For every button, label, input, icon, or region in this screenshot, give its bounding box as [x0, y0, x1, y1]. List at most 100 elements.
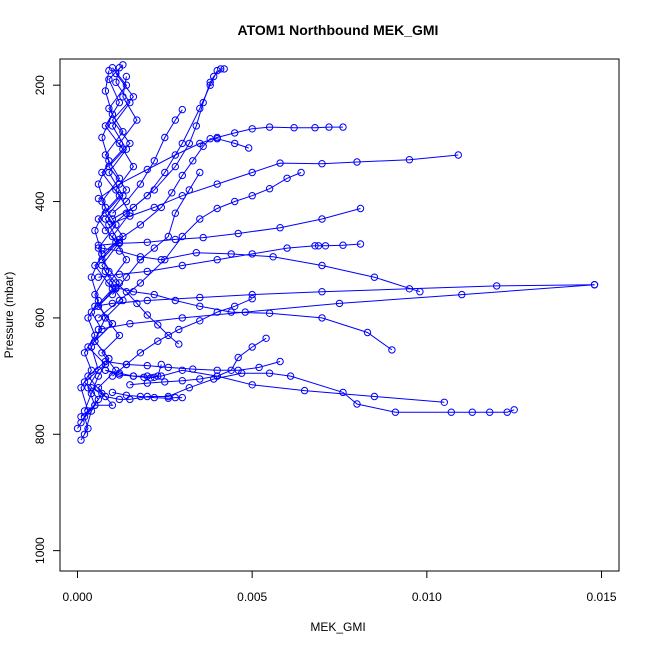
y-tick-label: 1000	[33, 537, 47, 564]
data-point	[108, 290, 117, 299]
data-point	[150, 244, 159, 252]
data-point	[339, 241, 347, 249]
data-point	[189, 157, 197, 165]
data-point	[84, 384, 92, 392]
data-point	[94, 296, 103, 305]
series-line	[112, 298, 253, 377]
data-point	[122, 360, 131, 369]
data-point	[276, 159, 284, 167]
data-point	[447, 408, 455, 416]
data-point	[185, 139, 194, 148]
data-point	[171, 162, 180, 171]
data-point	[388, 346, 396, 354]
data-point	[206, 81, 214, 89]
data-point	[178, 171, 187, 180]
data-point	[94, 384, 103, 392]
data-point	[136, 279, 145, 287]
series-line	[112, 109, 183, 214]
series-layer	[73, 61, 599, 444]
data-point	[136, 349, 145, 357]
data-point	[105, 162, 113, 171]
data-point	[101, 87, 110, 95]
data-point	[335, 299, 344, 308]
x-axis: 0.000 0.005 0.010 0.015	[62, 571, 617, 604]
data-point	[213, 66, 221, 75]
data-point	[321, 242, 330, 250]
data-point	[154, 337, 162, 345]
data-point	[161, 168, 169, 177]
data-point	[143, 372, 152, 380]
data-point	[108, 215, 117, 223]
x-tick-label: 0.010	[412, 590, 442, 604]
data-point	[91, 331, 99, 340]
data-point	[339, 388, 347, 397]
data-point	[276, 357, 284, 366]
data-point	[101, 209, 110, 217]
data-point	[98, 261, 106, 270]
data-point	[370, 392, 379, 401]
data-point	[318, 288, 326, 296]
data-point	[210, 72, 218, 81]
data-point	[115, 331, 124, 340]
data-point	[101, 392, 110, 401]
data-point	[171, 393, 180, 402]
data-point	[80, 349, 89, 357]
data-point	[87, 273, 96, 281]
data-point	[101, 226, 110, 235]
data-point	[150, 393, 159, 402]
series-line	[84, 73, 135, 435]
data-point	[122, 256, 131, 264]
data-point	[178, 261, 187, 270]
data-point	[339, 123, 347, 131]
data-point	[227, 308, 235, 316]
data-point	[234, 366, 242, 374]
data-point	[220, 65, 228, 73]
data-point	[105, 66, 113, 75]
data-point	[136, 180, 145, 188]
data-point	[370, 273, 379, 281]
data-point	[178, 232, 187, 241]
data-point	[84, 314, 92, 322]
data-point	[231, 139, 239, 148]
data-point	[136, 221, 145, 229]
data-point	[87, 366, 96, 374]
data-point	[213, 308, 221, 316]
data-point	[318, 261, 326, 270]
data-point	[91, 302, 99, 310]
data-point	[98, 256, 106, 264]
data-point	[276, 224, 284, 232]
data-point	[241, 308, 249, 316]
data-point	[94, 372, 103, 380]
data-point	[157, 360, 166, 369]
data-point	[122, 197, 131, 206]
data-point	[94, 314, 103, 322]
data-point	[140, 373, 148, 381]
data-point	[129, 162, 138, 171]
data-point	[171, 116, 180, 124]
data-point	[115, 270, 124, 278]
data-point	[314, 242, 323, 250]
data-point	[290, 124, 298, 132]
data-point	[126, 320, 134, 328]
data-point	[178, 105, 187, 114]
data-point	[80, 407, 89, 415]
data-point	[269, 253, 277, 261]
data-point	[101, 360, 110, 369]
y-tick-label: 400	[33, 191, 47, 211]
data-point	[503, 408, 511, 416]
data-point	[105, 168, 113, 177]
data-point	[164, 394, 173, 402]
data-point	[108, 110, 117, 119]
data-point	[154, 372, 162, 380]
data-point	[77, 384, 85, 392]
x-axis-label: MEK_GMI	[310, 620, 365, 634]
data-point	[126, 381, 134, 389]
data-point	[297, 168, 305, 177]
data-point	[175, 340, 183, 348]
data-point	[353, 400, 361, 408]
data-point	[108, 401, 117, 409]
data-point	[157, 203, 166, 212]
data-point	[175, 325, 183, 334]
data-point	[248, 192, 256, 200]
